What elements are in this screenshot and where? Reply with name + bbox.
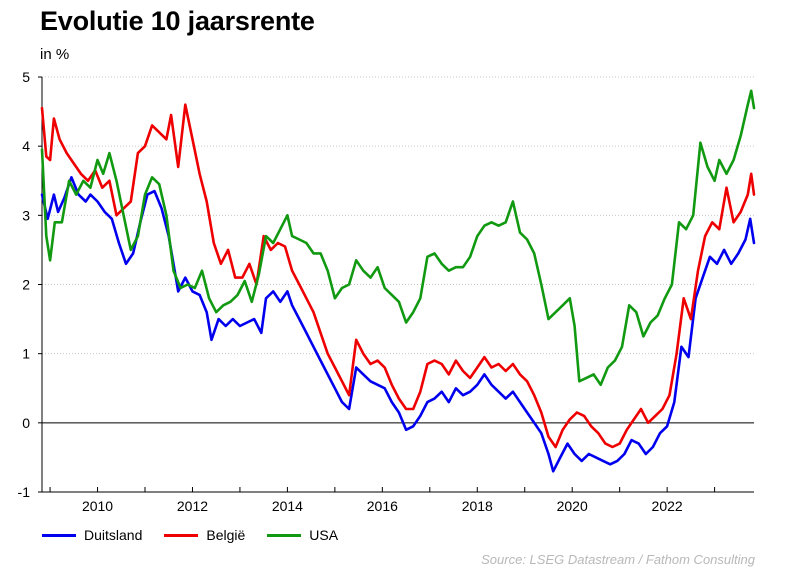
series-line-usa: [40, 89, 756, 387]
x-tick-label: 2016: [367, 498, 398, 514]
y-tick-label: -1: [18, 484, 31, 500]
legend-swatch-duitsland: [42, 533, 76, 537]
y-tick-label: 0: [22, 415, 30, 431]
source-note: Source: LSEG Datastream / Fathom Consult…: [481, 552, 755, 567]
axes: -1 0 1 2 3 4 5 2010 2012 2014 2016 2018 2020 2022: [18, 69, 754, 514]
y-unit-label: in %: [40, 46, 70, 63]
chart-title: Evolutie 10 jaarsrente: [40, 6, 315, 36]
grid-lines: [42, 76, 754, 355]
y-tick-label: 2: [22, 277, 30, 293]
y-tick-label: 4: [22, 138, 30, 154]
legend-item-belgie: België: [164, 527, 245, 543]
y-tick-label: 1: [22, 346, 30, 362]
y-tick-label: 5: [22, 69, 30, 85]
legend-swatch-belgie: [164, 533, 199, 537]
x-tick-label: 2010: [82, 498, 113, 514]
series-line-duitsland: [40, 176, 756, 473]
x-tick-label: 2020: [557, 498, 588, 514]
legend-item-usa: USA: [267, 527, 338, 543]
x-tick-label: 2012: [177, 498, 208, 514]
legend-label-duitsland: Duitsland: [84, 527, 143, 543]
legend-swatch-usa: [267, 533, 302, 537]
x-tick-label: 2022: [652, 498, 683, 514]
x-tick-label: 2018: [462, 498, 493, 514]
x-tick-label: 2014: [272, 498, 303, 514]
y-tick-label: 3: [22, 207, 30, 223]
legend-item-duitsland: Duitsland: [42, 527, 142, 543]
series-lines: [40, 89, 756, 473]
legend-label-usa: USA: [309, 527, 339, 543]
legend: Duitsland België USA: [42, 527, 360, 543]
legend-label-belgie: België: [206, 527, 246, 543]
series-line-belgie: [40, 103, 756, 449]
